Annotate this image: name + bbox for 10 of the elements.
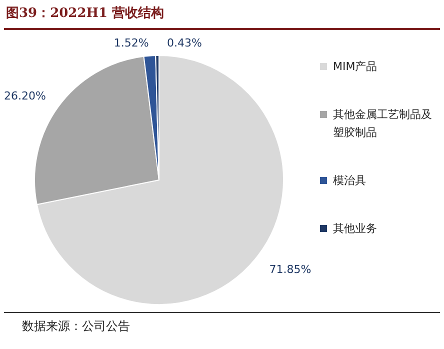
data-label: 1.52% — [114, 36, 149, 50]
data-label: 0.43% — [167, 36, 202, 50]
source-note: 数据来源：公司公告 — [22, 318, 130, 335]
legend-label: 其他金属工艺制品及塑胶制品 — [333, 107, 433, 141]
chart-title: 图39：2022H1 营收结构 — [6, 5, 164, 22]
legend-label: 模治具 — [333, 173, 366, 189]
data-label: 71.85% — [269, 263, 312, 276]
legend-label: MIM产品 — [333, 59, 378, 75]
data-label: 26.20% — [4, 89, 46, 102]
legend-label: 其他业务 — [333, 221, 377, 237]
